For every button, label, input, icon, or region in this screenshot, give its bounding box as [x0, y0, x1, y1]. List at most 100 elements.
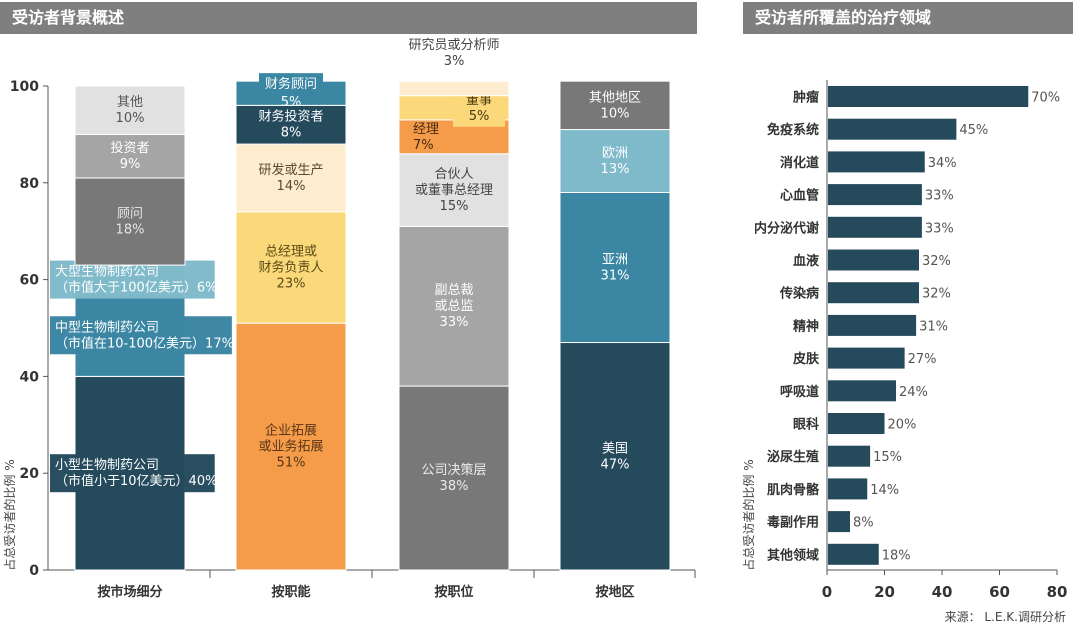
segment-label: 47% [601, 457, 630, 472]
x-category-label: 按职位 [434, 584, 473, 600]
value-label: 14% [870, 483, 899, 498]
segment-label: 董事 [466, 93, 492, 108]
value-label: 33% [925, 221, 954, 236]
x-category-label: 按地区 [595, 584, 634, 600]
segment-label: 5% [469, 109, 490, 124]
segment-label-box [50, 454, 215, 493]
segment-label: 公司决策层 [421, 462, 486, 478]
segment-label: 18% [116, 223, 145, 238]
bar-segment [235, 104, 347, 145]
segment-label: 中型生物制药公司 [55, 320, 159, 335]
bar-segment [74, 133, 186, 179]
segment-label: 8% [281, 126, 302, 141]
hbar [828, 282, 919, 304]
segment-label: 31% [601, 269, 630, 284]
x-tick-label: 0 [822, 583, 832, 601]
segment-label: 研究员或分析师 [408, 38, 499, 53]
segment-label: 亚洲 [602, 253, 628, 268]
x-category-label: 按职能 [271, 584, 310, 600]
y-tick-label: 100 [10, 79, 39, 95]
bar-segment [235, 143, 347, 213]
hbar [828, 413, 885, 434]
segment-label: 副总裁 [434, 282, 473, 298]
bar-segment [398, 385, 510, 571]
hbar [828, 216, 922, 238]
segment-label-box [50, 260, 215, 299]
respondent-background-chart: 0 20 40 60 80 100 占总受访者的比例 % 小型生物制药公司（市值小于10亿美元… [2, 38, 696, 600]
segment-label: （市值小于10亿美元）40% [55, 473, 217, 489]
segment-label: 51% [277, 456, 306, 471]
category-label: 皮肤 [792, 351, 820, 367]
segment-label: 或董事总经理 [415, 183, 493, 198]
segment-label: 财务顾问 [265, 76, 317, 92]
category-label: 毒副作用 [767, 515, 819, 531]
segment-label: 或业务拓展 [258, 439, 323, 455]
hbar [828, 380, 896, 402]
segment-label: 研发或生产 [258, 162, 323, 178]
value-label: 20% [888, 418, 917, 433]
category-label: 内分泌代谢 [754, 220, 819, 236]
segment-label: 欧洲 [602, 146, 628, 161]
segment-label: 财务投资者 [258, 109, 323, 125]
x-tick-label: 40 [932, 583, 953, 601]
category-label: 精神 [793, 318, 819, 334]
value-label: 24% [899, 385, 928, 400]
category-label: 免疫系统 [767, 122, 819, 138]
hbar [828, 184, 922, 206]
value-label: 8% [853, 516, 874, 531]
hbar [828, 86, 1029, 107]
hbar [828, 151, 925, 173]
category-label: 眼科 [793, 417, 819, 433]
segment-label: 投资者 [110, 140, 149, 156]
y-tick-label: 60 [20, 273, 40, 289]
bar-segment [559, 191, 671, 344]
segment-label: （市值大于100亿美元）6% [55, 280, 217, 296]
segment-label: 15% [440, 199, 469, 214]
category-label: 泌尿生殖 [767, 449, 819, 465]
category-label: 肌肉骨骼 [767, 482, 820, 498]
hbar [828, 118, 957, 140]
segment-label: （市值在10-100亿美元）17% [55, 335, 234, 351]
value-label: 15% [873, 450, 902, 465]
value-label: 32% [922, 254, 951, 269]
category-label: 血液 [793, 253, 819, 269]
bar-segment [398, 225, 510, 387]
left-panel-header: 受访者背景概述 [0, 2, 697, 34]
segment-label: 13% [601, 162, 630, 177]
value-label: 45% [959, 123, 988, 138]
category-label: 其他领域 [767, 547, 819, 563]
bar-segment [559, 342, 671, 571]
hbar [828, 314, 917, 336]
segment-label: 小型生物制药公司 [55, 458, 159, 473]
bar-segment [235, 211, 347, 324]
bar-segment [398, 153, 510, 227]
value-label: 33% [925, 189, 954, 204]
segment-label: 总经理或 [265, 245, 317, 260]
value-label: 34% [928, 156, 957, 171]
segment-label: 14% [277, 179, 306, 194]
value-label: 32% [922, 287, 951, 302]
segment-label-box [259, 73, 323, 94]
value-label: 18% [882, 548, 911, 563]
segment-label: 财务负责人 [258, 260, 323, 276]
segment-label: 其他 [117, 95, 143, 110]
y-tick-label: 40 [20, 369, 40, 385]
x-tick-label: 80 [1047, 583, 1068, 601]
category-label: 呼吸道 [780, 384, 819, 400]
segment-label: 合伙人 [434, 167, 473, 182]
segment-label: 7% [413, 138, 434, 153]
x-category-label: 按市场细分 [97, 584, 162, 600]
segment-label: 10% [116, 111, 145, 126]
bar-segment [74, 85, 186, 135]
segment-label-box [50, 316, 232, 355]
segment-label: 10% [601, 106, 630, 121]
therapeutic-areas-chart: 0 20 40 60 80 肿瘤 70% 免疫系统 45% 消化道 34% 心血管 33% 内分泌代谢 33… [741, 80, 1068, 601]
bar-segment [559, 80, 671, 131]
segment-label: 5% [281, 95, 302, 110]
y-axis-label: 占总受访者的比例 % [2, 459, 17, 570]
hbar [828, 347, 905, 369]
segment-label: 23% [277, 277, 306, 292]
segment-label: 或总监 [434, 299, 473, 314]
segment-label: 经理 [413, 122, 439, 137]
value-label: 31% [919, 319, 948, 334]
